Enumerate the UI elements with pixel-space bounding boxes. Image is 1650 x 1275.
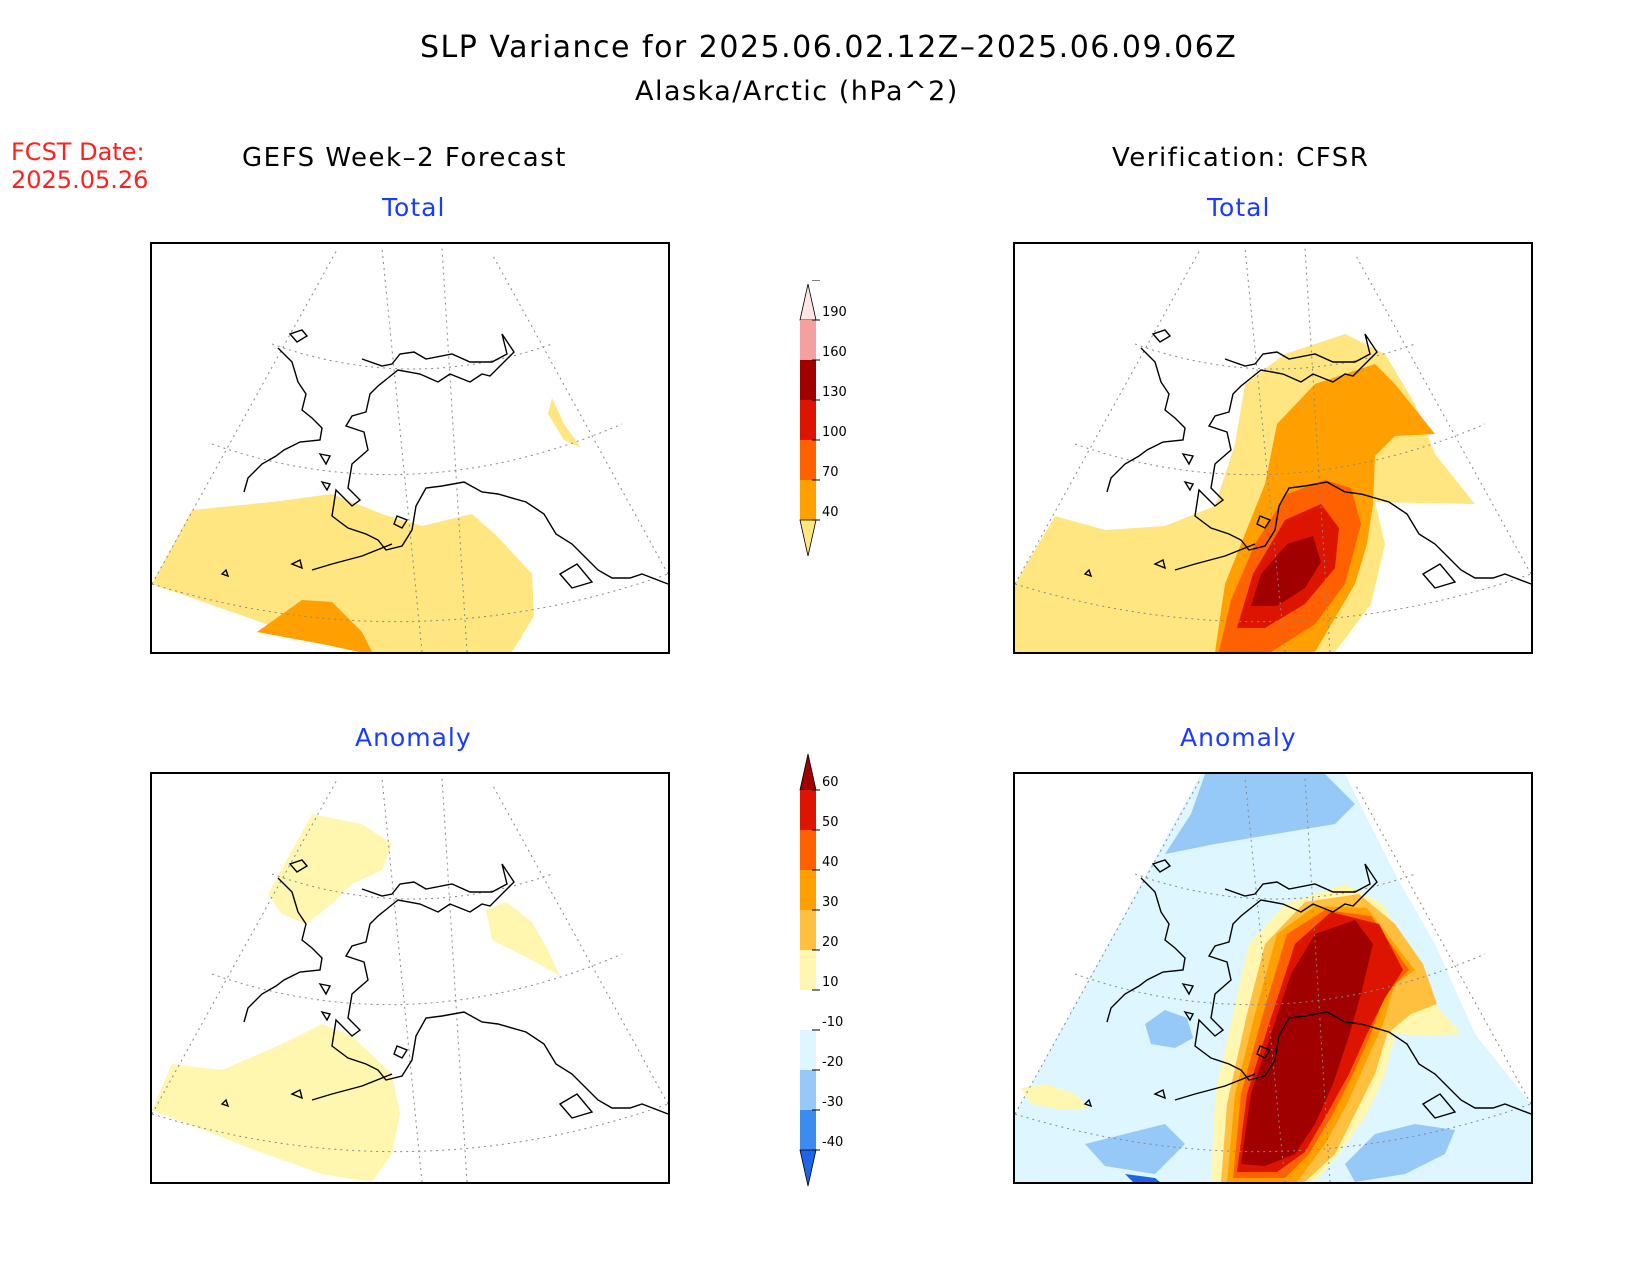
colorbar-label: 40 [822, 505, 839, 520]
colorbar-bin [800, 910, 816, 950]
colorbar-bin [800, 1110, 816, 1150]
anomaly-colorbar: -40 -30 -20 -10 10 20 30 40 50 60 [799, 753, 843, 1187]
colorbar-bin [800, 1030, 816, 1070]
colorbar-bin [800, 320, 816, 360]
colorbar-label: 10 [822, 975, 839, 990]
colorbar-label: 40 [822, 855, 839, 870]
colorbar-label: 130 [822, 385, 847, 400]
fcst-date-label: FCST Date: 2025.05.26 [11, 138, 148, 194]
colorbar-label: 50 [822, 815, 839, 830]
coastline [220, 859, 668, 1119]
total-colorbar: 4070100130160190220 [799, 280, 847, 557]
forecast-column-title: GEFS Week–2 Forecast [242, 143, 567, 173]
colorbar-label: 160 [822, 345, 847, 360]
colorbar-bottom-arrow [799, 1149, 817, 1187]
verification-anomaly-map [1013, 772, 1533, 1184]
colorbar-label: -40 [822, 1135, 843, 1150]
coastline [1083, 329, 1531, 589]
graticule [1015, 777, 1531, 1182]
colorbar-top-arrow [799, 283, 817, 321]
shading [152, 398, 581, 652]
colorbar-top-arrow [799, 753, 817, 791]
colorbar-label: 100 [822, 425, 847, 440]
forecast-total-label: Total [382, 193, 446, 222]
colorbar-bin [800, 790, 816, 830]
colorbar-label: 30 [822, 895, 839, 910]
colorbar-bin [800, 400, 816, 440]
colorbar-bin [800, 360, 816, 400]
colorbar-bin [800, 870, 816, 910]
colorbar-bin [800, 990, 816, 1030]
shading [1015, 774, 1531, 1182]
forecast-total-map [150, 242, 670, 654]
colorbar-bottom-arrow [799, 519, 817, 557]
coastline [1083, 859, 1531, 1119]
verification-total-map [1013, 242, 1533, 654]
verification-column-title: Verification: CFSR [1112, 143, 1370, 173]
colorbar-label: 190 [822, 305, 847, 320]
graticule [152, 247, 668, 652]
forecast-anomaly-map [150, 772, 670, 1184]
colorbar-label: -30 [822, 1095, 843, 1110]
verification-total-label: Total [1207, 193, 1271, 222]
colorbar-label: -20 [822, 1055, 843, 1070]
coastline [220, 329, 668, 589]
fcst-date-line1: FCST Date: [11, 138, 145, 166]
colorbar-label: 60 [822, 775, 839, 790]
colorbar-bin [800, 480, 816, 520]
shading [152, 814, 560, 1182]
colorbar-bin [800, 950, 816, 990]
shading [1015, 334, 1475, 652]
graticule [1015, 247, 1531, 652]
colorbar-bin [800, 830, 816, 870]
chart-subtitle: Alaska/Arctic (hPa^2) [635, 76, 959, 107]
colorbar-bin [800, 440, 816, 480]
fcst-date-value: 2025.05.26 [11, 166, 149, 194]
colorbar-label: 70 [822, 465, 839, 480]
graticule [152, 777, 668, 1182]
verification-anomaly-label: Anomaly [1180, 723, 1297, 752]
colorbar-label: -10 [822, 1015, 843, 1030]
colorbar-bin [800, 1070, 816, 1110]
chart-title: SLP Variance for 2025.06.02.12Z–2025.06.… [420, 30, 1238, 65]
colorbar-label: 20 [822, 935, 839, 950]
forecast-anomaly-label: Anomaly [355, 723, 472, 752]
